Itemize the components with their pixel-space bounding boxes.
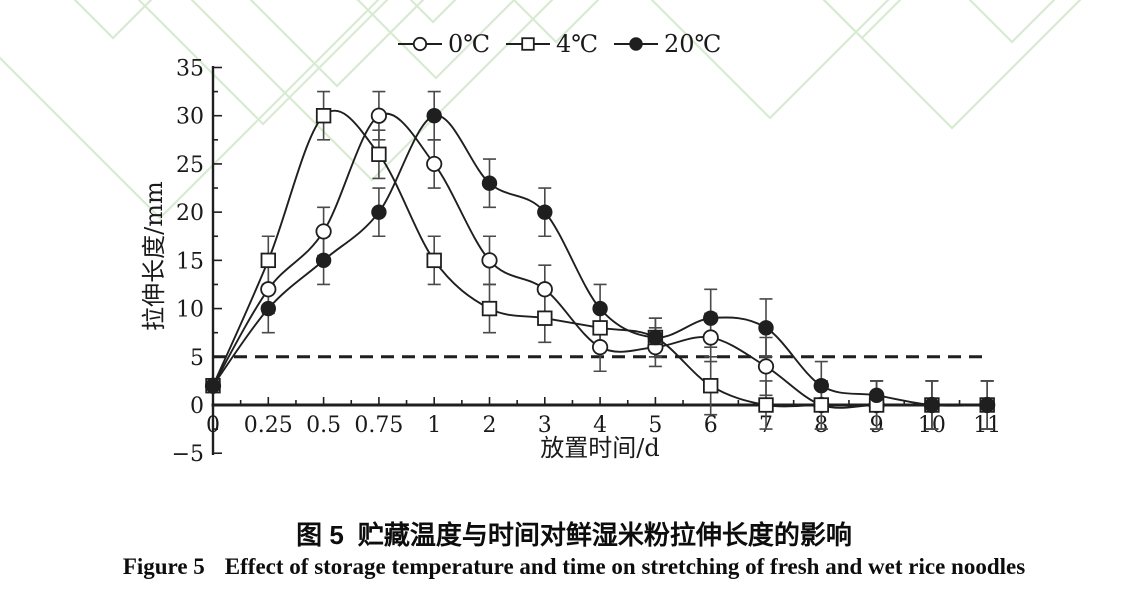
y-tick-label: −5 — [172, 442, 204, 467]
marker-filled-circle — [205, 378, 221, 394]
x-tick-label: 0.25 — [244, 413, 293, 438]
marker-filled-circle — [924, 397, 940, 413]
marker-open-circle — [412, 36, 428, 52]
figure-caption-en: Figure 5 Effect of storage temperature a… — [0, 554, 1148, 580]
watermark-pattern — [0, 0, 1082, 220]
watermark-chevron — [356, 0, 516, 80]
marker-open-square — [813, 397, 830, 413]
marker-filled-circle — [629, 37, 643, 51]
y-tick-label: 35 — [176, 56, 204, 81]
marker-open-circle — [481, 252, 498, 269]
watermark-chevron — [249, 0, 425, 88]
series-line — [212, 109, 988, 408]
marker-open-circle — [260, 281, 277, 298]
y-axis-title: 拉伸长度/mm — [140, 181, 168, 331]
watermark-chevron — [0, 0, 380, 220]
x-tick-label: 1 — [427, 413, 441, 438]
figure-number-zh: 图 5 — [296, 520, 344, 550]
marker-open-circle — [702, 329, 719, 346]
watermark-chevron — [650, 0, 890, 120]
watermark-chevron — [512, 0, 600, 44]
x-tick-label: 0.5 — [306, 413, 341, 438]
x-tick-label: 4 — [593, 413, 607, 438]
x-tick-label: 6 — [704, 413, 718, 438]
marker-filled-circle — [537, 204, 553, 220]
marker-filled-circle — [481, 175, 498, 191]
y-tick-label: 15 — [176, 249, 204, 274]
x-tick-label: 2 — [483, 413, 497, 438]
watermark-chevron — [822, 0, 1082, 130]
marker-open-circle — [315, 223, 332, 240]
error-bars — [261, 90, 994, 430]
legend: 0℃ 4℃ 20℃ — [398, 30, 721, 58]
marker-open-circle — [426, 155, 443, 173]
marker-open-square — [703, 378, 719, 394]
legend-label: 20℃ — [664, 30, 721, 58]
y-tick-label: 10 — [176, 298, 204, 323]
marker-open-square — [371, 146, 387, 162]
marker-open-circle — [370, 107, 387, 124]
figure-caption-en-text: Effect of storage temperature and time o… — [224, 554, 1026, 579]
marker-filled-circle — [315, 252, 332, 269]
marker-filled-circle — [260, 300, 276, 317]
figure-caption-zh: 图 5 贮藏温度与时间对鲜湿米粉拉伸长度的影响 — [0, 515, 1148, 552]
marker-open-square — [521, 37, 535, 51]
y-tick-label: 30 — [176, 105, 204, 130]
marker-open-square — [481, 300, 498, 317]
y-tick-label: 0 — [190, 394, 204, 419]
marker-open-circle — [757, 358, 775, 375]
y-tick-label: 25 — [176, 153, 204, 178]
marker-open-square — [758, 397, 774, 413]
watermark-chevron — [409, 0, 457, 24]
legend-label: 4℃ — [556, 30, 598, 58]
marker-open-square — [537, 310, 553, 326]
marker-filled-circle — [758, 320, 774, 336]
series-2 — [205, 108, 995, 413]
marker-open-square — [260, 252, 277, 269]
x-tick-label: 0.75 — [354, 413, 403, 438]
watermark-chevron — [137, 0, 389, 126]
marker-filled-circle — [868, 387, 885, 404]
marker-filled-circle — [592, 300, 608, 317]
figure-caption-zh-text: 贮藏温度与时间对鲜湿米粉拉伸长度的影响 — [357, 520, 852, 550]
marker-filled-circle — [647, 329, 664, 346]
legend-label: 0℃ — [448, 30, 490, 58]
watermark-chevron — [968, 0, 1056, 44]
x-tick-label: 0 — [206, 413, 220, 438]
marker-filled-circle — [371, 204, 387, 220]
watermark-chevron — [822, 0, 902, 40]
watermark-chevron — [73, 0, 153, 40]
figure-number-en: Figure 5 — [122, 554, 205, 579]
marker-filled-circle — [703, 310, 719, 326]
marker-filled-circle — [813, 378, 829, 394]
marker-open-square — [592, 320, 608, 336]
x-tick-label: 3 — [538, 413, 552, 438]
watermark-chevron — [190, 0, 554, 182]
marker-open-circle — [536, 281, 553, 298]
y-tick-label: 20 — [176, 201, 204, 226]
y-tick-label: 5 — [190, 346, 204, 371]
marker-filled-circle — [979, 397, 995, 413]
marker-open-circle — [591, 339, 609, 356]
marker-open-square — [426, 252, 442, 269]
marker-filled-circle — [426, 108, 442, 124]
x-axis-title: 放置时间/d — [540, 434, 659, 462]
x-tick-label: 5 — [648, 413, 662, 438]
series-line — [212, 114, 988, 407]
marker-open-square — [315, 108, 332, 124]
